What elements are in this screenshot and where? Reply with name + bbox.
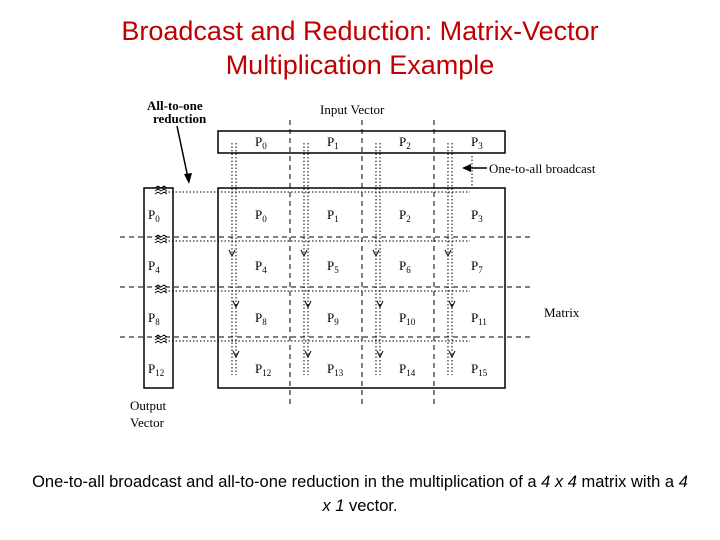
caption-text-3: vector. — [344, 497, 398, 515]
reduction-pointer-arrowhead — [184, 173, 192, 184]
caption-text-1: One-to-all broadcast and all-to-one redu… — [32, 473, 542, 491]
input-vector-cell: P3 — [471, 134, 483, 151]
broadcast-arrowhead — [304, 350, 312, 359]
broadcast-arrowhead — [372, 249, 380, 258]
matrix-cell: P11 — [471, 310, 487, 327]
output-vector-label-line1: Output — [130, 398, 167, 413]
matrix-cell: P7 — [471, 258, 483, 275]
matrix-cell: P10 — [399, 310, 416, 327]
reduction-mark — [154, 284, 168, 288]
output-vector-box — [143, 187, 174, 389]
matrix-label: Matrix — [544, 305, 580, 320]
output-vector-cell: P12 — [148, 361, 164, 378]
caption-vector-dim: 4 x 1 — [322, 473, 688, 515]
matrix-cell: P8 — [255, 310, 267, 327]
broadcast-arrowhead — [232, 350, 240, 359]
input-vector-label: Input Vector — [320, 102, 385, 117]
title-line-1: Broadcast and Reduction: Matrix-Vector — [121, 16, 599, 46]
broadcast-arrowhead — [448, 300, 456, 309]
reduction-mark — [154, 240, 168, 244]
slide-title: Broadcast and Reduction: Matrix-Vector M… — [0, 14, 720, 82]
output-vector-cell: P4 — [148, 258, 160, 275]
figure-caption: One-to-all broadcast and all-to-one redu… — [30, 470, 690, 518]
matrix-cell: P5 — [327, 258, 339, 275]
broadcast-arrowhead — [304, 300, 312, 309]
broadcast-pointer-arrowhead — [462, 164, 471, 172]
matrix-cell: P0 — [255, 207, 267, 224]
broadcast-arrowhead — [228, 249, 236, 258]
matrix-cell: P3 — [471, 207, 483, 224]
caption-text-2: matrix with a — [576, 473, 679, 491]
output-vector-label-line2: Vector — [130, 415, 165, 430]
broadcast-arrowhead — [448, 350, 456, 359]
broadcast-arrowhead — [376, 350, 384, 359]
reduction-mark — [154, 334, 168, 338]
matrix-cell: P14 — [399, 361, 416, 378]
broadcast-arrowhead — [232, 300, 240, 309]
matrix-cell: P12 — [255, 361, 271, 378]
broadcast-arrowhead — [300, 249, 308, 258]
reduction-pointer-arrow — [176, 125, 189, 179]
matrix-cell: P6 — [399, 258, 411, 275]
matrix-cell: P15 — [471, 361, 488, 378]
input-vector-cell: P1 — [327, 134, 339, 151]
reduction-mark — [154, 185, 168, 189]
matrix-cell: P9 — [327, 310, 339, 327]
output-vector-cell: P0 — [148, 207, 160, 224]
input-vector-cell: P2 — [399, 134, 411, 151]
reduction-mark — [154, 340, 168, 344]
reduction-mark — [154, 237, 168, 241]
input-vector-cell: P0 — [255, 134, 267, 151]
matrix-cell: P2 — [399, 207, 411, 224]
reduction-mark — [154, 287, 168, 291]
matrix-cell: P13 — [327, 361, 344, 378]
matrix-cell: P1 — [327, 207, 339, 224]
caption-matrix-dim: 4 x 4 — [541, 473, 577, 491]
reduction-mark — [154, 290, 168, 294]
output-vector-cell: P8 — [148, 310, 160, 327]
all-to-one-label-line1: All-to-one — [147, 98, 203, 113]
reduction-mark — [154, 234, 168, 238]
broadcast-arrowhead — [444, 249, 452, 258]
reduction-mark — [154, 337, 168, 341]
title-line-2: Multiplication Example — [225, 50, 495, 80]
one-to-all-label: One-to-all broadcast — [489, 161, 596, 176]
reduction-mark — [154, 191, 168, 195]
all-to-one-label-line2: reduction — [153, 111, 207, 126]
reduction-mark — [154, 188, 168, 192]
matrix-cell: P4 — [255, 258, 267, 275]
broadcast-arrowhead — [376, 300, 384, 309]
